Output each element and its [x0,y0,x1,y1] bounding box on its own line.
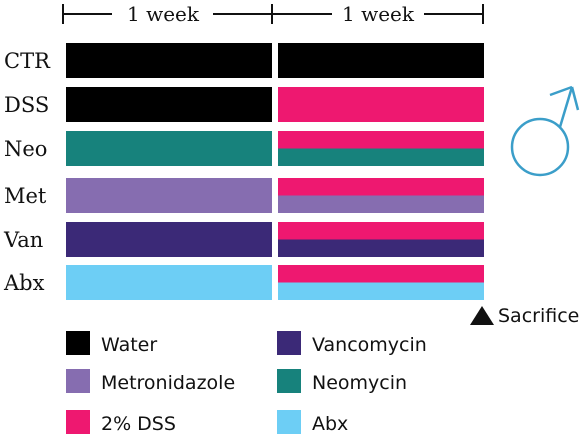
legend-swatch-vancomycin [277,331,301,355]
bar-week1-metronidazole [66,178,272,213]
legend-swatch-metronidazole [66,369,90,393]
timeline-label-week1: 1 week [127,2,200,26]
legend-label-dss: 2% DSS [101,413,176,435]
sacrifice-label: Sacrifice [498,305,579,327]
legend-item-abx: Abx [277,410,348,435]
group-row-ctr: CTR [4,43,484,78]
sacrifice-triangle-icon [470,306,494,325]
legend-item-vancomycin: Vancomycin [277,331,427,356]
bar-week1-abx [66,265,272,300]
legend-label-abx: Abx [312,413,348,435]
legend-swatch-neomycin [277,369,301,393]
legend-label-water: Water [101,334,157,356]
legend-item-neomycin: Neomycin [277,369,407,394]
group-row-neo: Neo [4,131,484,166]
group-row-dss: DSS [4,87,484,122]
legend-swatch-abx [277,410,301,434]
legend-label-neomycin: Neomycin [312,372,407,394]
group-label: DSS [4,93,49,117]
bar-week2-vancomycin [278,239,484,257]
bar-week2-abx [278,282,484,300]
bar-week1-water [66,43,272,78]
legend-label-metronidazole: Metronidazole [101,372,235,394]
sacrifice-marker: Sacrifice [470,305,579,327]
bar-week1-neomycin [66,131,272,166]
bar-week2-dss [278,87,484,122]
group-label: Neo [4,137,47,161]
bar-week1-vancomycin [66,222,272,257]
legend-label-vancomycin: Vancomycin [312,334,427,356]
bar-week1-water [66,87,272,122]
group-label: Met [4,184,47,208]
group-label: Van [3,228,43,252]
bar-week2-dss [278,265,484,283]
legend: Water Metronidazole 2% DSS Vancomycin Neomyc… [66,331,427,435]
group-row-van: Van [3,222,484,257]
bar-week2-dss [278,222,484,240]
group-row-met: Met [4,178,484,213]
legend-swatch-water [66,331,90,355]
bar-week2-water [278,43,484,78]
male-symbol-icon [510,85,580,177]
bar-week2-dss [278,178,484,196]
group-label: CTR [4,49,51,73]
legend-item-dss: 2% DSS [66,410,176,435]
legend-item-water: Water [66,331,157,356]
bar-week2-dss [278,131,484,149]
legend-swatch-dss [66,410,90,434]
timeline-header: 1 week 1 week [62,2,484,26]
bar-week2-neomycin [278,148,484,166]
timeline-label-week2: 1 week [342,2,415,26]
group-rows: CTR DSS Neo Met Van Abx [3,43,484,300]
group-label: Abx [3,271,45,295]
legend-item-metronidazole: Metronidazole [66,369,235,394]
bar-week2-metronidazole [278,195,484,213]
group-row-abx: Abx [3,265,484,300]
